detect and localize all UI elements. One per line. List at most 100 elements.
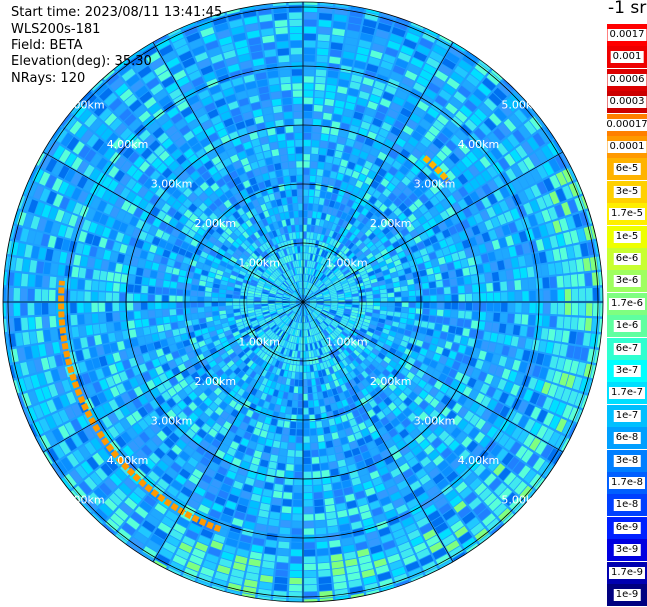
ray-bin <box>236 167 245 176</box>
ray-bin <box>308 306 314 311</box>
ray-bin <box>328 142 337 150</box>
ray-bin <box>266 348 272 355</box>
ray-bin <box>422 31 437 43</box>
ray-bin <box>393 207 402 217</box>
ray-bin <box>445 102 458 115</box>
ray-bin <box>390 326 398 332</box>
ray-bin <box>227 63 240 73</box>
ray-bin <box>429 541 444 554</box>
ray-bin <box>291 535 303 542</box>
ray-bin <box>331 373 337 381</box>
ray-bin <box>391 369 400 377</box>
ray-bin <box>349 81 361 90</box>
ray-bin <box>178 276 186 283</box>
ray-bin <box>237 351 245 359</box>
ray-bin <box>429 184 440 195</box>
ray-bin <box>294 307 299 313</box>
ray-bin <box>440 395 451 405</box>
ray-bin <box>303 309 305 316</box>
ray-bin <box>298 344 301 351</box>
ray-bin <box>396 113 409 124</box>
ray-bin <box>428 281 436 289</box>
ray-bin <box>168 432 180 443</box>
ray-bin <box>323 293 330 297</box>
ray-bin <box>375 29 390 40</box>
ray-bin <box>114 507 129 521</box>
ray-bin <box>307 307 313 312</box>
ray-bin <box>338 262 345 269</box>
ray-bin <box>119 222 129 233</box>
ray-bin <box>229 19 243 29</box>
ray-bin <box>457 506 471 519</box>
ray-bin <box>39 154 51 170</box>
ray-bin <box>481 183 492 196</box>
ray-bin <box>295 329 299 337</box>
ray-bin <box>322 119 331 128</box>
ray-bin <box>442 317 450 325</box>
ray-bin <box>404 523 418 534</box>
ray-bin <box>306 232 310 239</box>
ray-bin <box>310 300 317 302</box>
ray-bin <box>200 323 208 329</box>
ray-bin <box>197 291 205 297</box>
ray-bin <box>431 76 445 88</box>
ray-bin <box>345 260 352 267</box>
ray-bin <box>107 179 119 192</box>
ray-bin <box>306 337 310 344</box>
ray-bin <box>209 212 218 222</box>
ray-bin <box>479 156 491 169</box>
ray-bin <box>382 227 391 235</box>
ray-bin <box>228 260 236 267</box>
ray-bin <box>223 218 232 227</box>
ray-bin <box>285 341 290 349</box>
ray-bin <box>259 321 267 327</box>
ray-bin <box>345 365 353 373</box>
ray-bin <box>199 212 208 222</box>
ray-bin <box>235 359 243 367</box>
ray-bin <box>213 397 223 406</box>
ray-bin <box>252 412 260 420</box>
ray-bin <box>108 426 120 439</box>
ray-bin <box>196 242 205 251</box>
ray-bin <box>243 16 258 25</box>
ray-bin <box>320 191 326 198</box>
ray-bin <box>307 307 312 313</box>
ray-bin <box>214 378 223 387</box>
ray-bin <box>227 317 235 322</box>
ray-bin <box>250 282 257 287</box>
ray-bin <box>224 190 234 199</box>
ray-bin <box>416 76 430 87</box>
ray-bin <box>489 113 502 126</box>
ray-bin <box>350 244 358 252</box>
ray-bin <box>237 151 247 160</box>
ray-bin <box>344 271 352 277</box>
ray-bin <box>245 349 253 357</box>
ray-bin <box>53 396 64 411</box>
ray-bin <box>161 76 175 88</box>
ray-bin <box>354 164 363 173</box>
ray-bin <box>204 434 214 444</box>
ray-bin <box>181 225 190 235</box>
ray-bin <box>141 444 153 456</box>
ray-bin <box>245 325 253 331</box>
ray-bin <box>493 128 506 141</box>
ray-bin <box>154 145 165 157</box>
ray-bin <box>296 322 299 329</box>
ray-bin <box>441 187 451 198</box>
ray-bin <box>195 418 205 428</box>
ray-bin <box>168 360 177 369</box>
ray-bin <box>253 450 263 459</box>
ray-bin <box>282 297 290 300</box>
ray-bin <box>554 329 563 342</box>
ray-bin <box>179 269 187 277</box>
ray-bin <box>143 495 157 507</box>
ray-bin <box>428 449 440 461</box>
ray-bin <box>389 560 404 571</box>
ray-bin <box>324 259 330 267</box>
ray-bin <box>435 179 445 191</box>
ray-bin <box>353 247 361 255</box>
ray-bin <box>336 143 345 152</box>
ray-bin <box>346 412 354 420</box>
ray-bin <box>263 346 270 353</box>
ray-bin <box>408 308 416 314</box>
